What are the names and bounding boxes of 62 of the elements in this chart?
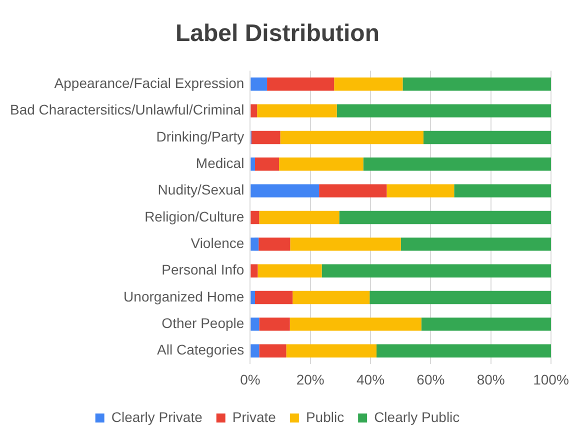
x-tick-label: 60% [416,371,445,388]
x-tick-label: 20% [296,371,324,388]
bar [250,344,260,358]
bar [421,318,551,331]
bar [250,78,268,91]
bar [258,238,290,251]
legend-label: Private [232,408,276,425]
bar [259,344,286,358]
bar [334,78,403,91]
y-tick-label: Nudity/Sexual [158,182,244,198]
x-tick-label: 0% [240,371,260,388]
legend-label: Clearly Public [374,408,460,425]
bar [251,130,280,144]
bar [259,210,340,224]
bar [250,290,255,304]
bar [336,104,551,118]
bar [279,158,364,171]
bar [290,238,401,251]
y-tick-label: Unorganized Home [124,288,244,304]
y-tick-label: Religion/Culture [144,208,244,224]
x-tick-label: 40% [356,371,385,388]
x-tick-label: 80% [476,371,505,388]
x-tick-label: 100% [533,371,569,388]
bar [386,184,454,198]
y-tick-label: Drinking/Party [156,128,244,144]
bar [250,158,255,171]
y-tick-label: Personal Info [162,262,244,278]
bar [259,318,290,331]
chart-title: Label Distribution [176,20,380,48]
bar [402,78,551,91]
bar [292,290,370,304]
legend-label: Clearly Private [111,408,203,425]
bar [400,238,551,251]
bar [454,184,551,198]
bar [376,344,551,358]
y-tick-label: All Categories [157,342,244,358]
bar [250,104,258,118]
bar [370,290,551,304]
bar [255,158,280,171]
bar [319,184,387,198]
legend-label: Public [306,408,344,425]
bar [290,318,422,331]
y-tick-label: Violence [190,235,244,252]
bar [280,130,424,144]
bar [286,344,377,358]
bar [255,290,293,304]
y-tick-label: Bad Charactersitics/Unlawful/Criminal [10,102,244,118]
bar [250,238,259,251]
y-tick-label: Appearance/Facial Expression [54,74,244,91]
bar [250,318,260,331]
bar [363,158,551,171]
bar [322,264,551,278]
bar [250,210,260,224]
y-tick-label: Medical [196,155,244,172]
y-tick-label: Other People [162,315,244,332]
bar [423,130,551,144]
bar [267,78,334,91]
bar [258,264,322,278]
bar [257,104,337,118]
bar [250,264,258,278]
bar [250,184,320,198]
bar [339,210,551,224]
